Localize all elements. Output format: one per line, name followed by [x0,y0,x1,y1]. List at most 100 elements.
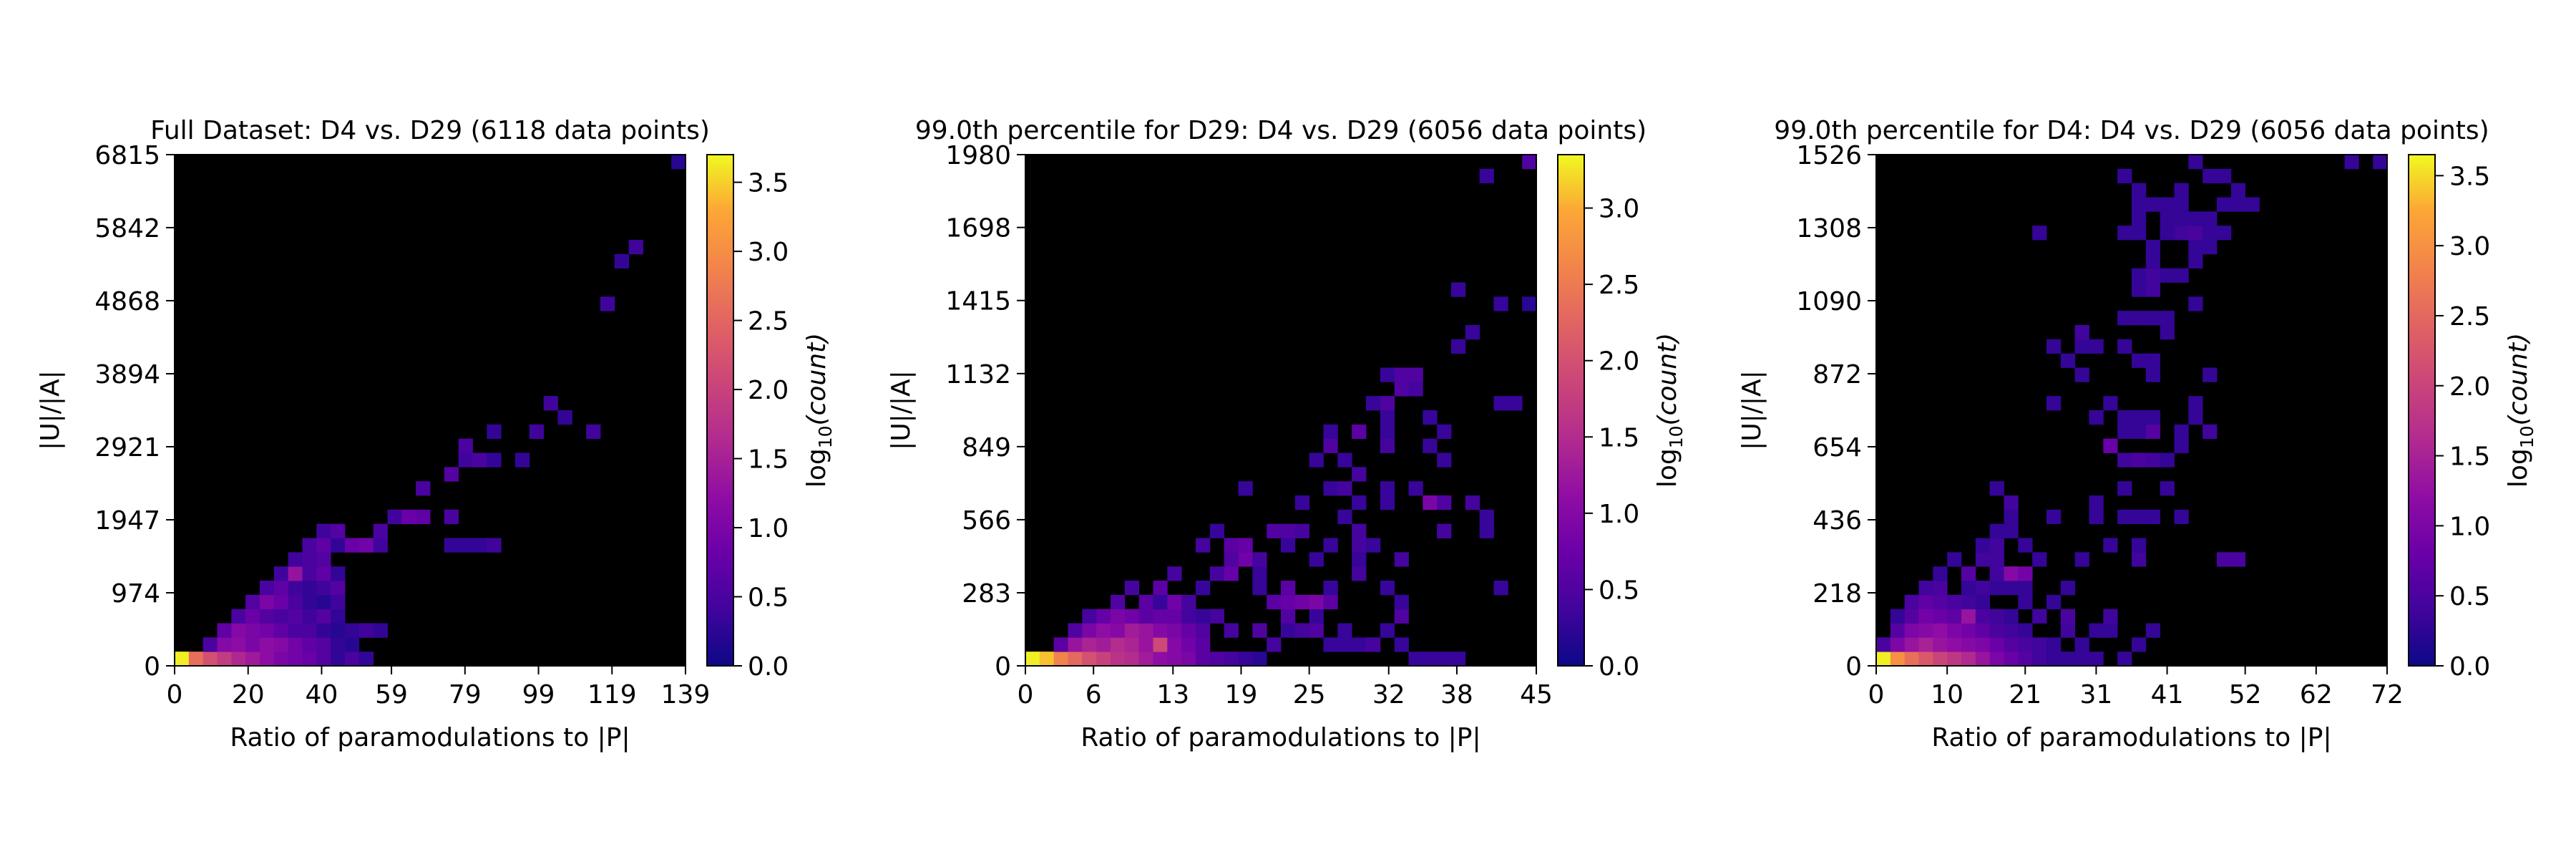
heatmap-cell [2373,155,2388,170]
heatmap-cell [1961,623,1976,638]
heatmap-cell [1380,581,1395,596]
y-axis-label: |U|/|A| [36,370,65,450]
colorbar-tick-label: 3.5 [748,169,789,198]
x-tick-label: 32 [1372,680,1405,710]
heatmap-cell [1167,623,1182,638]
heatmap-cell [2074,552,2089,567]
colorbar-gradient [2408,154,2436,667]
heatmap-cell [2145,367,2161,382]
heatmap-cell [2046,339,2062,354]
heatmap-cell [358,623,374,638]
heatmap-cell [1380,424,1395,440]
heatmap-cell [1989,581,2004,596]
heatmap-cell [1451,652,1466,667]
heatmap-cell [2188,253,2203,269]
heatmap-cell [458,438,473,453]
heatmap-cell [1153,623,1168,638]
heatmap-cell [1281,523,1296,538]
heatmap-cell [1352,566,1367,581]
heatmap-cell [1209,523,1225,538]
heatmap-cell [1451,339,1466,354]
heatmap-cell [345,538,360,553]
heatmap-cell [2217,552,2232,567]
heatmap-cell [1904,609,1919,624]
heatmap-cell [302,594,317,610]
heatmap-cell [1890,609,1906,624]
heatmap-cell [2046,652,2062,667]
heatmap-cell [373,538,388,553]
heatmap-cell [245,623,260,638]
heatmap-cell [316,594,331,610]
heatmap-cell [2004,509,2019,525]
heatmap-cell [345,623,360,638]
x-tick-label: 19 [1225,680,1258,710]
colorbar-tick-label: 0.0 [2449,652,2490,682]
heatmap-cell [2245,197,2260,212]
heatmap-cell [472,452,487,468]
y-tick-label: 3894 [94,360,160,389]
heatmap-cell [1975,637,1991,652]
heatmap-cell [1989,552,2004,567]
heatmap-cell [1124,637,1140,652]
heatmap-cell [2174,226,2189,241]
axes-frame [1025,154,1537,667]
axes-frame [1875,154,2388,667]
heatmap-cell [358,538,374,553]
heatmap-cell [2188,211,2203,226]
heatmap-cell [2132,211,2147,226]
heatmap-cell [1238,538,1253,553]
heatmap-cell [1947,609,1962,624]
heatmap-cell [2145,240,2161,255]
heatmap-cell [1309,552,1324,567]
y-tick-label: 1308 [1796,214,1862,243]
colorbar-gradient [1557,154,1585,667]
heatmap-cell [1493,296,1508,311]
heatmap-cell [1053,637,1068,652]
heatmap-cell [1918,581,1933,596]
heatmap-cell [1394,382,1409,397]
heatmap-cell [2117,226,2132,241]
heatmap-cell [2145,282,2161,297]
heatmap-cell [2117,481,2132,496]
heatmap-cell [373,523,388,538]
heatmap-cell [2145,410,2161,425]
heatmap-cell [2004,652,2019,667]
heatmap-cell [2160,197,2175,212]
heatmap-cell [1281,623,1296,638]
heatmap-cell [1267,523,1282,538]
heatmap-cell [1437,523,1452,538]
heatmap-cell [2089,495,2104,510]
heatmap-cell [231,609,246,624]
heatmap-cell [1961,581,1976,596]
heatmap-cell [1437,652,1452,667]
heatmap-cell [288,623,303,638]
heatmap-cell [1096,652,1111,667]
heatmap-cell [2160,325,2175,340]
heatmap-cell [2217,226,2232,241]
colorbar-tick-label: 2.5 [2449,302,2490,331]
heatmap-cell [1508,396,1523,411]
heatmap-cell [1918,609,1933,624]
colorbar-tick-label: 1.0 [2449,512,2490,541]
colorbar-tick-label: 0.5 [2449,582,2490,611]
heatmap-cell [1124,652,1140,667]
heatmap-cell [1025,652,1040,667]
heatmap-cell [2174,183,2189,198]
colorbar-tick-label: 2.0 [748,376,789,405]
colorbar-tick-label: 0.0 [1599,652,1639,682]
heatmap-cell [260,594,275,610]
heatmap-cell [543,396,558,411]
heatmap-cell [302,623,317,638]
heatmap-cell [416,481,431,496]
heatmap-cell [273,581,289,596]
heatmap-cell [2188,226,2203,241]
heatmap-cell [273,637,289,652]
colorbar-tick-label: 0.5 [1599,576,1639,605]
colorbar-tick-label: 1.5 [2449,442,2490,472]
x-tick-label: 21 [2009,680,2041,710]
heatmap-cell [2217,168,2232,184]
heatmap-cell [331,538,346,553]
colorbar-tick-label: 1.0 [1599,500,1639,529]
heatmap-cell [273,623,289,638]
heatmap-cell [1167,652,1182,667]
